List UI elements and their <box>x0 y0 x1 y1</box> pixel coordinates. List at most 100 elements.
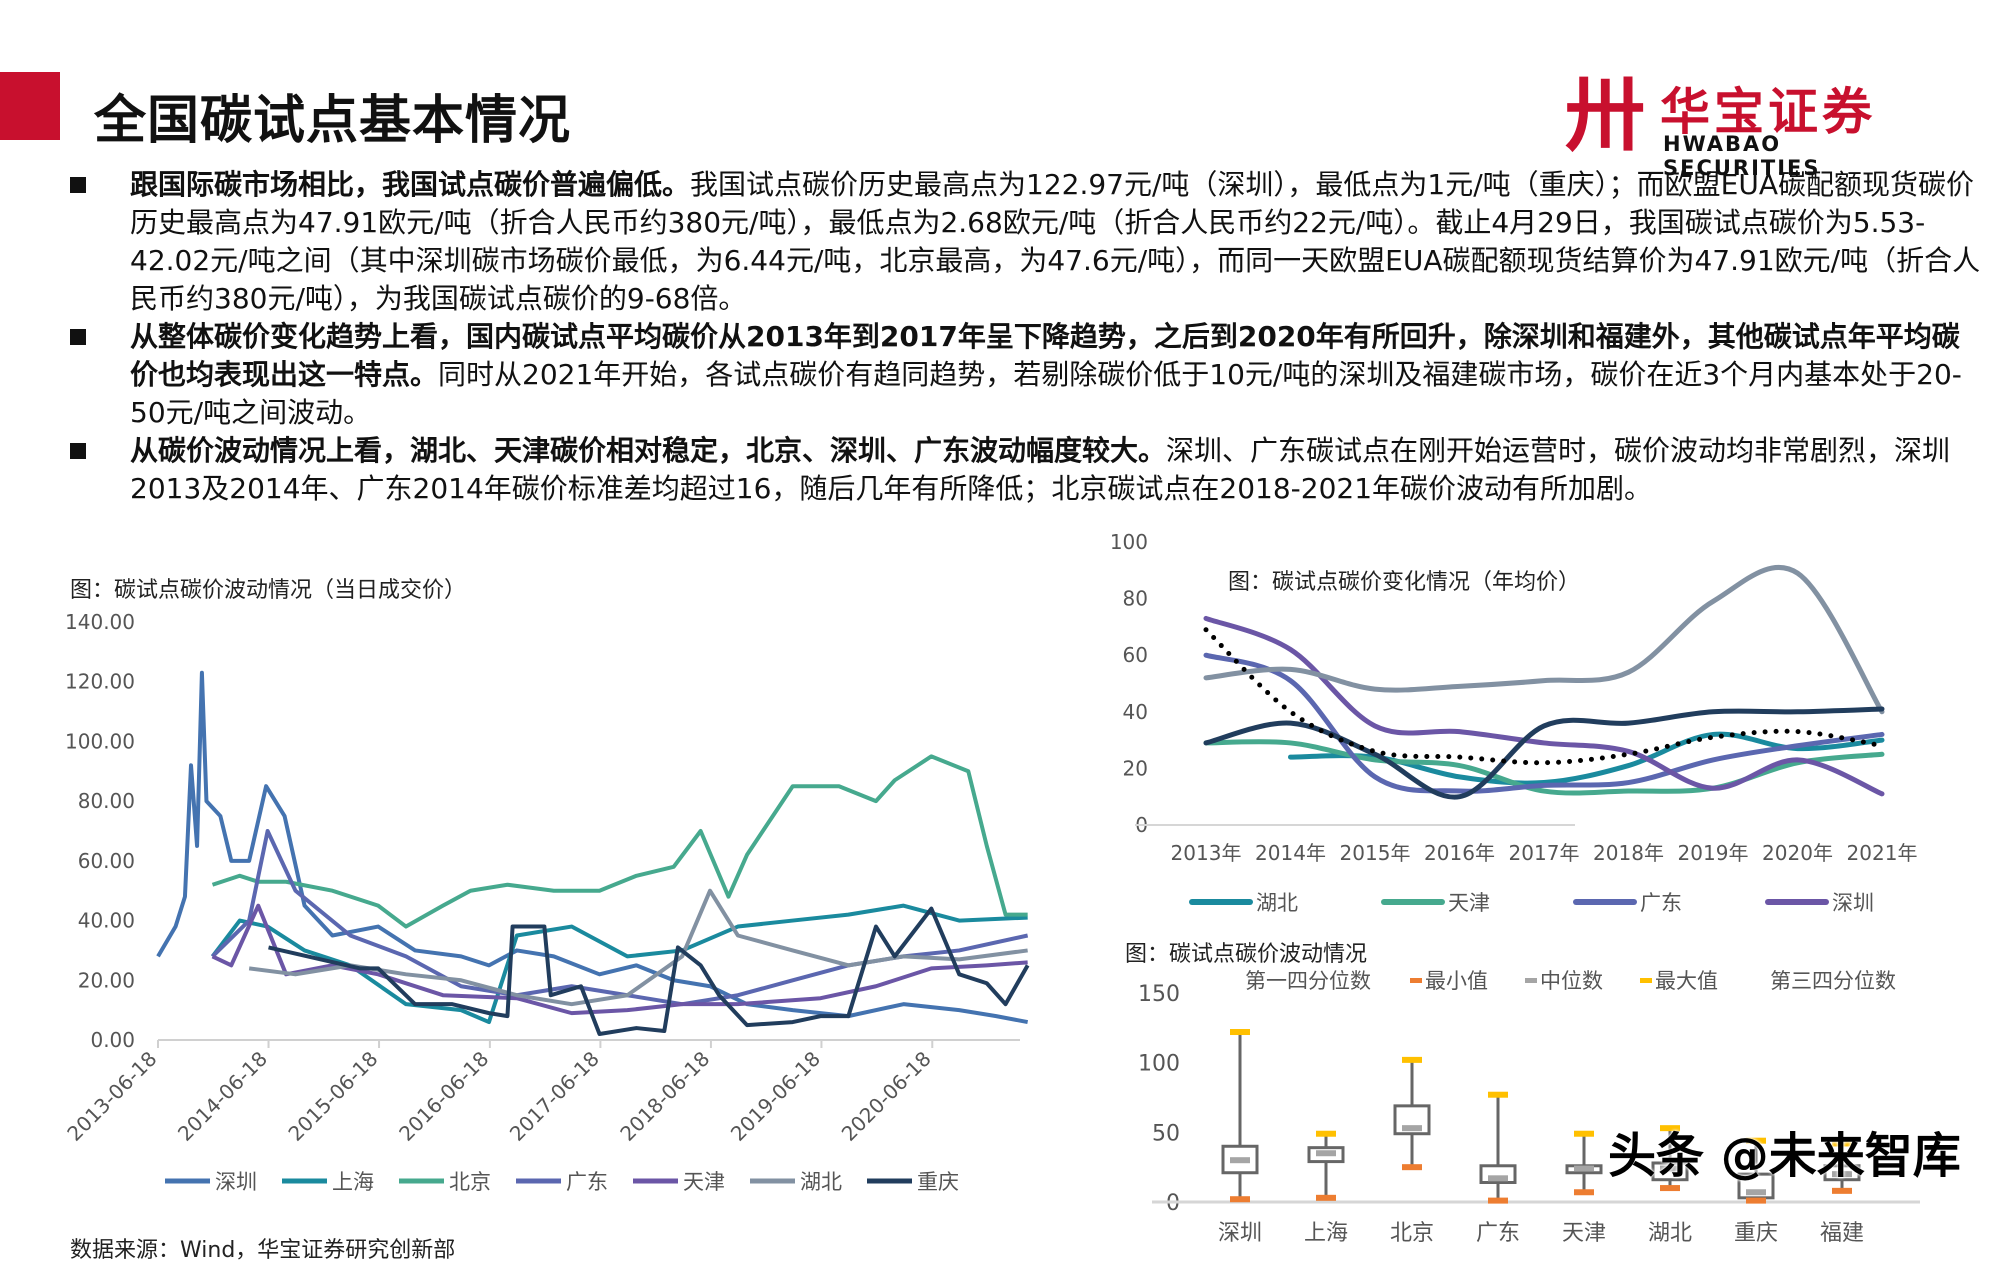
y-tick-label: 60 <box>1123 643 1148 667</box>
category-label: 天津 <box>1562 1221 1606 1246</box>
x-tick-label: 2020年 <box>1762 841 1833 865</box>
category-label: 广东 <box>1476 1221 1520 1246</box>
legend-label: 深圳 <box>1832 891 1874 915</box>
min-marker <box>1402 1164 1422 1171</box>
x-tick-label: 2014年 <box>1255 841 1326 865</box>
y-tick-label: 140.00 <box>65 610 135 634</box>
x-tick-label: 2014-06-18 <box>173 1047 272 1146</box>
legend-label: 湖北 <box>1256 891 1298 915</box>
bullet-square-icon <box>70 443 86 459</box>
min-marker <box>1316 1194 1336 1201</box>
min-marker <box>1832 1187 1852 1194</box>
max-marker <box>1402 1056 1422 1063</box>
bullet-text: 我国试点碳价历史最高点为122.97元/吨（深圳），最低点为1元/吨（重庆）；而… <box>130 168 1981 315</box>
bullet-square-icon <box>70 329 86 345</box>
max-marker <box>1230 1029 1250 1036</box>
series-line-天津 <box>211 903 1028 1016</box>
legend-label: 中位数 <box>1540 969 1603 993</box>
title-accent-bar <box>0 72 60 140</box>
legend-swatch <box>1525 978 1537 983</box>
legend-label: 北京 <box>449 1170 491 1194</box>
bullet-bold: 跟国际碳市场相比，我国试点碳价普遍偏低。 <box>130 168 691 201</box>
max-marker <box>1746 1137 1766 1144</box>
series-line-深圳 <box>1203 615 1885 797</box>
legend-label: 第三四分位数 <box>1770 969 1896 993</box>
max-marker <box>1832 1140 1852 1147</box>
bullet-item: 跟国际碳市场相比，我国试点碳价普遍偏低。我国试点碳价历史最高点为122.97元/… <box>62 166 1987 318</box>
x-tick-label: 2019-06-18 <box>726 1047 825 1146</box>
median-marker <box>1488 1175 1508 1182</box>
bullet-bold: 从碳价波动情况上看，湖北、天津碳价相对稳定，北京、深圳、广东波动幅度较大。 <box>130 434 1167 467</box>
series-line-深圳 <box>156 670 1029 1025</box>
logo-mark-icon: 卅 <box>1565 69 1645 162</box>
y-tick-label: 100 <box>1138 1052 1180 1077</box>
median-marker <box>1746 1189 1766 1196</box>
median-marker <box>1230 1157 1250 1164</box>
bullet-bold: 从整体碳价变化趋势上看，国内碳试点平均碳价从2013年到2017年呈下降趋势，之… <box>130 320 1960 391</box>
x-tick-label: 2018年 <box>1593 841 1664 865</box>
series-line <box>1203 565 1885 715</box>
legend-label: 第一四分位数 <box>1245 969 1371 993</box>
series-line <box>1203 706 1885 800</box>
x-tick-label: 2015-06-18 <box>283 1047 382 1146</box>
x-tick-label: 2016年 <box>1424 841 1495 865</box>
category-label: 福建 <box>1820 1221 1864 1246</box>
x-tick-label: 2017-06-18 <box>505 1047 604 1146</box>
watermark: 头条 @未来智库 <box>1608 1128 1961 1184</box>
x-tick-label: 2016-06-18 <box>394 1047 493 1146</box>
median-marker <box>1574 1165 1594 1172</box>
bullet-item: 从碳价波动情况上看，湖北、天津碳价相对稳定，北京、深圳、广东波动幅度较大。深圳、… <box>62 432 1987 508</box>
box-chart: 050100150第一四分位数最小值中位数最大值第三四分位数深圳上海北京广东天津… <box>1138 969 1920 1246</box>
series-line-重庆 <box>268 906 1030 1037</box>
x-tick-label: 2018-06-18 <box>615 1047 714 1146</box>
series-line-天津 <box>1203 739 1885 796</box>
y-tick-label: 20.00 <box>78 968 135 992</box>
bullet-text: 同时从2021年开始，各试点碳价有趋同趋势，若剔除碳价低于10元/吨的深圳及福建… <box>130 358 1962 429</box>
bullet-list: 跟国际碳市场相比，我国试点碳价普遍偏低。我国试点碳价历史最高点为122.97元/… <box>62 166 1987 508</box>
legend-label: 最小值 <box>1425 969 1488 993</box>
legend-swatch <box>1410 978 1422 983</box>
chart2-title: 图：碳试点碳价变化情况（年均价） <box>1228 570 1581 595</box>
category-label: 重庆 <box>1734 1221 1778 1246</box>
legend-swatch <box>1640 978 1652 983</box>
max-marker <box>1488 1091 1508 1098</box>
legend-label: 广东 <box>1640 891 1682 915</box>
legend-label: 重庆 <box>917 1170 959 1194</box>
category-label: 上海 <box>1304 1221 1348 1246</box>
logo-en: HWABAO SECURITIES <box>1663 132 1821 180</box>
chart1-title: 图：碳试点碳价波动情况（当日成交价） <box>70 578 467 603</box>
series-line-北京 <box>211 754 1028 929</box>
legend-label: 湖北 <box>800 1170 842 1194</box>
legend-label: 深圳 <box>215 1170 257 1194</box>
min-marker <box>1230 1196 1250 1203</box>
daily-price-chart: 0.00 20.00 40.00 60.00 80.00 100.00 120.00 140.… <box>62 610 1030 1194</box>
median-marker <box>1660 1165 1680 1172</box>
y-tick-label: 0.00 <box>90 1028 135 1052</box>
y-tick-label: 60.00 <box>78 849 135 873</box>
chart3-title: 图：碳试点碳价波动情况 <box>1125 942 1368 967</box>
min-marker <box>1660 1185 1680 1192</box>
y-tick-label: 20 <box>1123 756 1148 780</box>
category-label: 深圳 <box>1218 1221 1262 1246</box>
min-marker <box>1488 1197 1508 1204</box>
legend-label: 最大值 <box>1655 969 1718 993</box>
data-source: 数据来源：Wind，华宝证券研究创新部 <box>70 1238 456 1263</box>
max-marker <box>1660 1125 1680 1132</box>
logo-cn: 华宝证券 <box>1660 83 1876 141</box>
x-tick-label: 2013-06-18 <box>62 1047 161 1146</box>
median-marker <box>1402 1125 1422 1132</box>
median-marker <box>1316 1150 1336 1157</box>
legend-label: 上海 <box>332 1170 374 1194</box>
y-tick-label: 150 <box>1138 982 1180 1007</box>
category-label: 北京 <box>1390 1221 1434 1246</box>
x-tick-label: 2021年 <box>1847 841 1918 865</box>
x-tick-label: 2019年 <box>1678 841 1749 865</box>
y-tick-label: 100.00 <box>65 729 135 753</box>
y-tick-label: 40 <box>1123 700 1148 724</box>
legend-label: 广东 <box>566 1170 608 1194</box>
company-logo: 卅 华宝证券 HWABAO SECURITIES <box>1565 66 1945 180</box>
series-line-广东 <box>1203 652 1885 794</box>
y-tick-label: 40.00 <box>78 909 135 933</box>
